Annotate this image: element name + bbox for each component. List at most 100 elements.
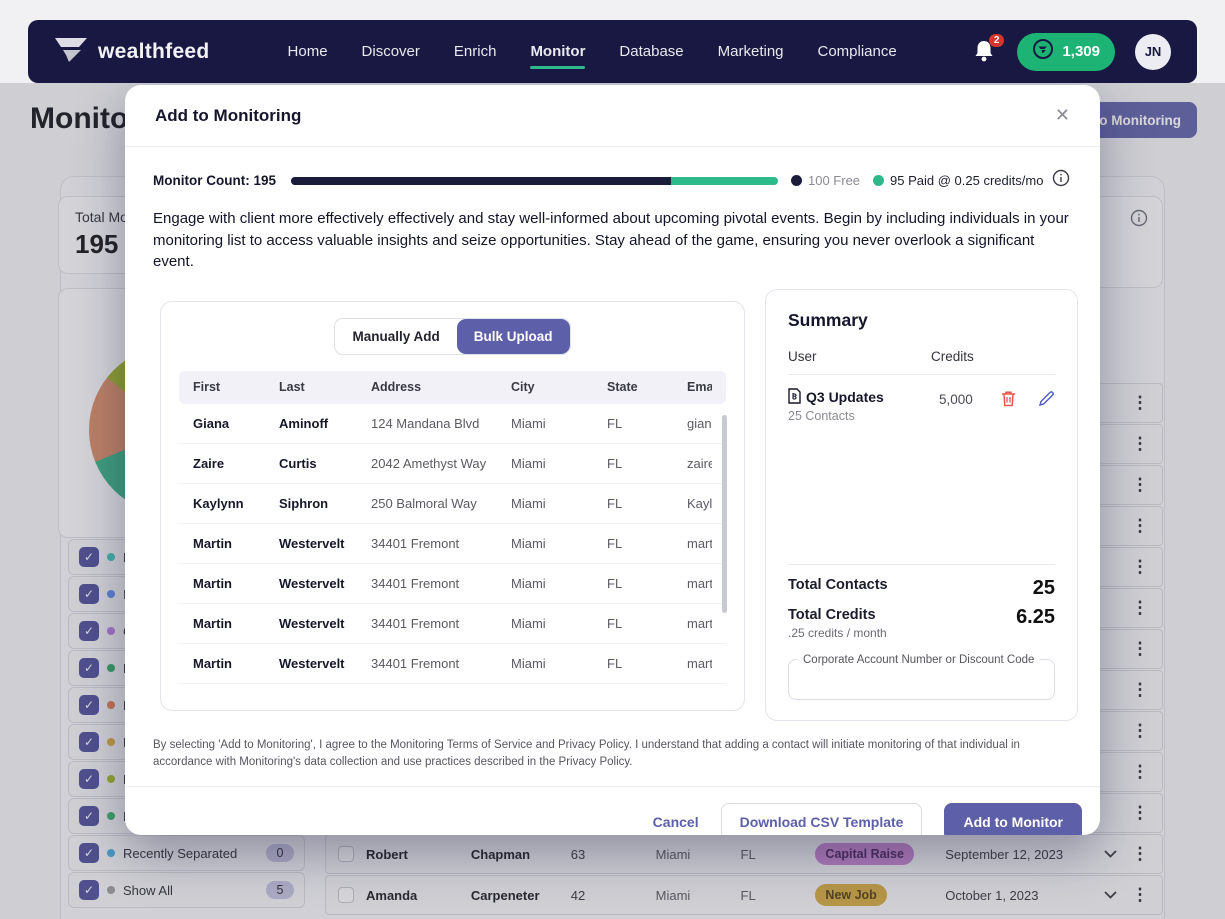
filter-row[interactable]: ✓ Recently Separated 0 [68,835,305,871]
download-csv-template-button[interactable]: Download CSV Template [720,803,923,835]
filter-row[interactable]: ✓ Show All 5 [68,872,305,908]
checkbox-checked-icon[interactable]: ✓ [79,547,99,567]
filter-color-dot [107,738,115,746]
nav-item-marketing[interactable]: Marketing [717,43,784,60]
edit-button[interactable] [1038,390,1055,410]
nav-items: Home Discover Enrich Monitor Database Ma… [287,43,897,69]
checkbox-checked-icon[interactable]: ✓ [79,843,99,863]
kebab-menu-icon[interactable]: ⋮ [1131,516,1149,535]
filter-color-dot [107,701,115,709]
checkbox-checked-icon[interactable]: ✓ [79,732,99,752]
checkbox-unchecked[interactable] [338,887,354,903]
filter-color-dot [107,664,115,672]
cell-last-name: Chapman [470,846,531,862]
col-last: Last [279,380,305,395]
cell-email: marti [687,575,712,591]
filter-color-dot [107,627,115,635]
summary-item-name: Q3 Updates [806,389,884,406]
checkbox-checked-icon[interactable]: ✓ [79,769,99,789]
checkbox-checked-icon[interactable]: ✓ [79,806,99,826]
kebab-menu-icon[interactable]: ⋮ [1131,393,1149,412]
cell-city: Miami [655,887,691,903]
cell-first: Martin [193,655,232,671]
contact-row: Kaylynn Siphron 250 Balmoral Way Miami F… [179,484,726,524]
nav-item-compliance[interactable]: Compliance [817,43,897,60]
brand[interactable]: wealthfeed [54,35,210,68]
cell-age: 42 [570,887,586,903]
checkbox-checked-icon[interactable]: ✓ [79,695,99,715]
cell-first: Martin [193,575,232,591]
total-credits-label: Total Credits [788,606,876,623]
nav-item-home[interactable]: Home [287,43,328,60]
stat-label: Total Mon [75,209,136,225]
cell-city: Miami [655,846,691,862]
cell-address: 34401 Fremont [371,535,460,551]
filter-label: Show All [123,882,173,898]
col-email: Email [687,380,712,395]
checkbox-checked-icon[interactable]: ✓ [79,621,99,641]
checkbox-checked-icon[interactable]: ✓ [79,880,99,900]
filter-color-dot [107,886,115,894]
contact-row: Martin Westervelt 34401 Fremont Miami FL… [179,604,726,644]
avatar[interactable]: JN [1135,33,1171,70]
cell-state: FL [607,455,623,471]
table-row[interactable]: Amanda Carpeneter 42 Miami FL New Job Oc… [325,875,1163,915]
discount-code-label: Corporate Account Number or Discount Cod… [803,653,1035,666]
kebab-menu-icon[interactable]: ⋮ [1131,844,1149,863]
info-icon[interactable] [1052,169,1070,192]
close-icon[interactable]: ✕ [1054,105,1070,125]
summary-item-contacts: 25 Contacts [788,408,855,423]
notifications-button[interactable]: 2 [973,33,1005,65]
chevron-down-icon[interactable] [1090,850,1130,858]
cell-first: Kaylynn [193,495,244,511]
kebab-menu-icon[interactable]: ⋮ [1131,557,1149,576]
kebab-menu-icon[interactable]: ⋮ [1131,721,1149,740]
chevron-down-icon[interactable] [1090,891,1130,899]
summary-item-row: Q3 Updates 25 Contacts 5,000 [788,388,1055,423]
kebab-menu-icon[interactable]: ⋮ [1131,680,1149,699]
summary-panel: Summary User Credits Q3 Updates [765,288,1078,721]
filter-count-badge: 5 [266,881,294,899]
cell-first: Zaire [193,455,225,471]
kebab-menu-icon[interactable]: ⋮ [1131,434,1149,453]
kebab-menu-icon[interactable]: ⋮ [1131,475,1149,494]
discount-code-fieldset: Corporate Account Number or Discount Cod… [788,653,1055,700]
nav-item-enrich[interactable]: Enrich [453,43,497,60]
cell-email: giana [687,415,712,431]
cancel-button[interactable]: Cancel [652,814,699,831]
cell-state: FL [740,846,756,862]
kebab-menu-icon[interactable]: ⋮ [1131,598,1149,617]
nav-item-discover[interactable]: Discover [361,43,420,60]
tab-bulk-upload[interactable]: Bulk Upload [456,318,570,354]
info-icon[interactable] [1130,209,1148,232]
add-to-monitor-button[interactable]: Add to Monitor [944,803,1082,835]
kebab-menu-icon[interactable]: ⋮ [1131,885,1149,904]
cell-address: 2042 Amethyst Way [371,455,487,471]
checkbox-checked-icon[interactable]: ✓ [79,658,99,678]
legend-paid: 95 Paid @ 0.25 credits/mo [873,173,1043,188]
document-icon [788,388,801,407]
total-credits-value: 6.25 [1016,605,1055,628]
summary-item-credits: 5,000 [939,391,973,407]
kebab-menu-icon[interactable]: ⋮ [1131,803,1149,822]
cell-first: Martin [193,535,232,551]
table-scrollbar[interactable] [722,414,727,613]
nav-item-monitor[interactable]: Monitor [530,43,586,69]
cell-last: Westervelt [279,655,345,671]
tab-manually-add[interactable]: Manually Add [335,318,457,354]
cell-last: Aminoff [279,415,329,431]
cell-last: Westervelt [279,615,345,631]
cell-address: 250 Balmoral Way [371,495,477,511]
event-type-badge: New Job [815,884,887,906]
cell-city: Miami [511,455,546,471]
kebab-menu-icon[interactable]: ⋮ [1131,762,1149,781]
cell-state: FL [740,887,756,903]
kebab-menu-icon[interactable]: ⋮ [1131,639,1149,658]
checkbox-checked-icon[interactable]: ✓ [79,584,99,604]
nav-item-database[interactable]: Database [619,43,684,60]
discount-code-input[interactable] [789,665,1054,686]
delete-button[interactable] [1001,390,1016,410]
checkbox-unchecked[interactable] [338,846,354,862]
credits-pill[interactable]: 1,309 [1017,32,1115,71]
free-label: 100 Free [808,173,861,188]
